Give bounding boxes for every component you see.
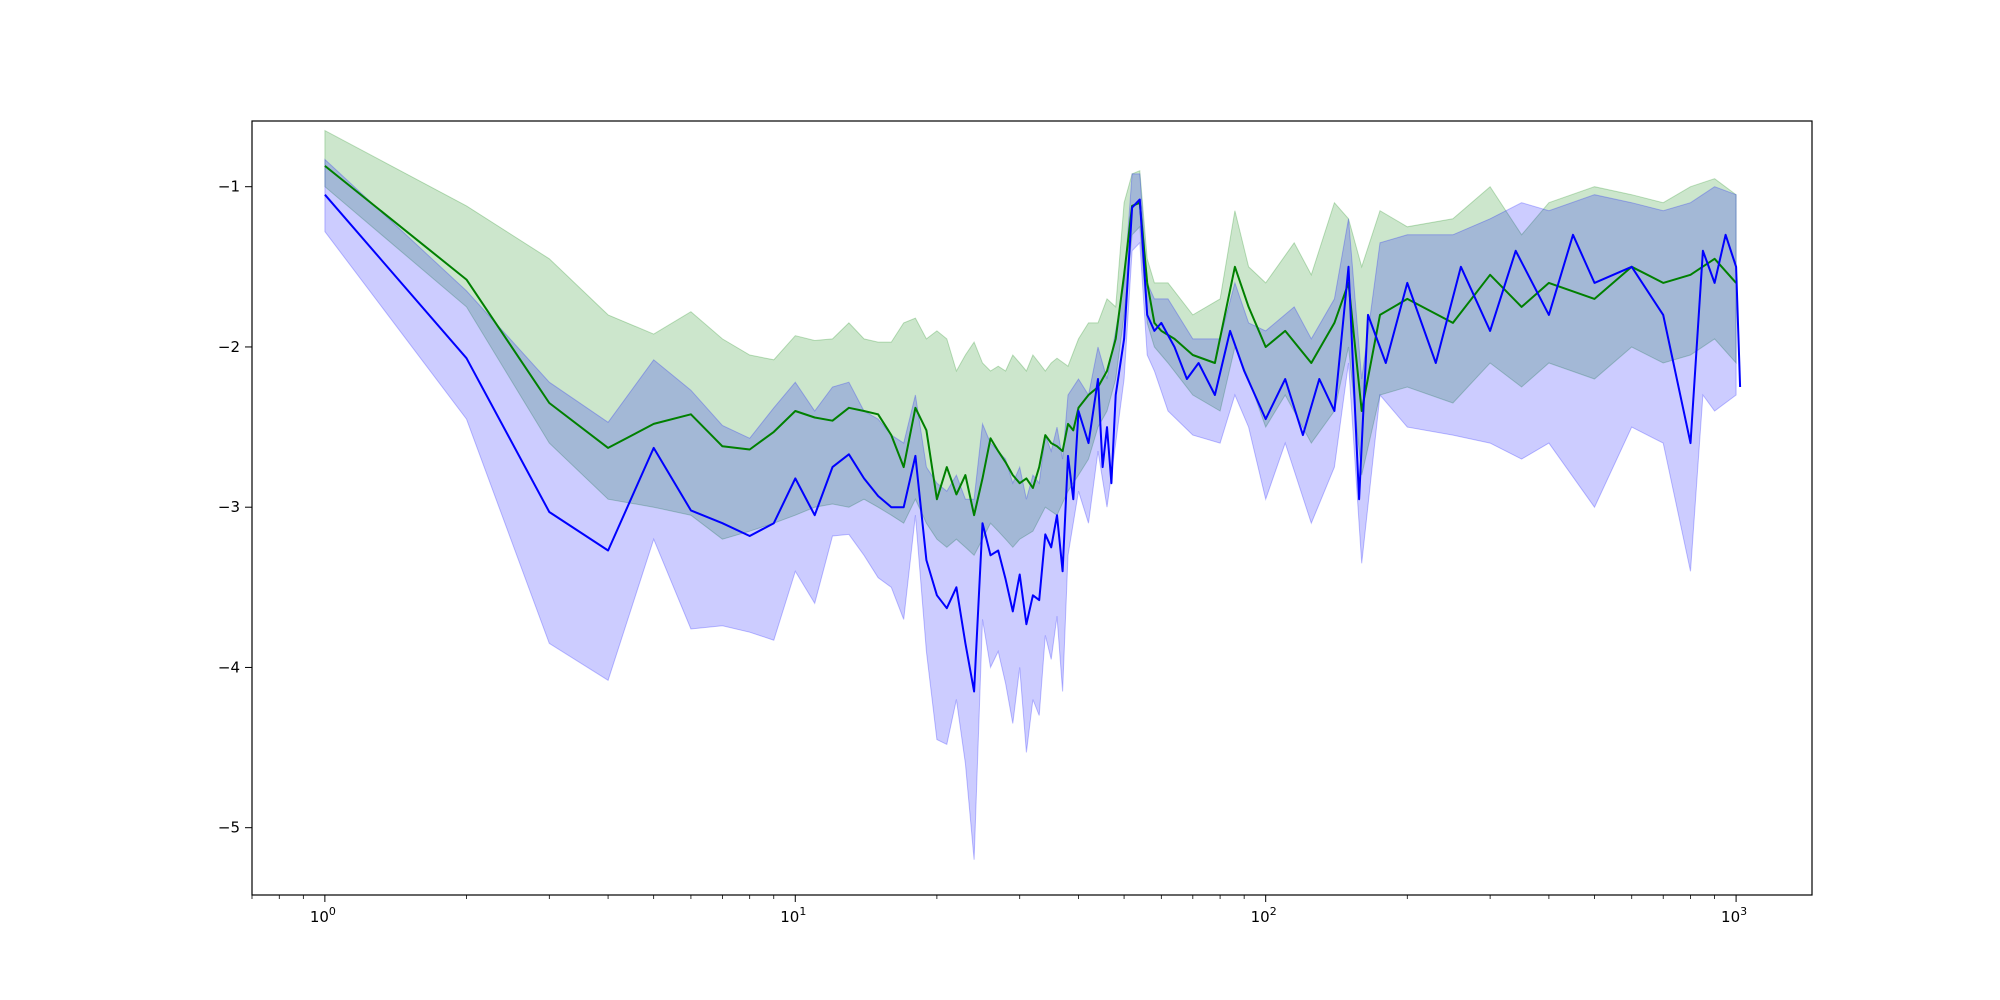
confidence-bands	[324, 129, 1737, 860]
x-axis: 100 101 102 103	[251, 895, 1747, 926]
x-tick-label: 102	[1251, 905, 1277, 926]
series-lines	[324, 165, 1742, 693]
x-tick-label: 101	[780, 905, 806, 926]
blue-series-band	[324, 158, 1737, 860]
green-series-band	[324, 129, 1737, 557]
y-tick-label: −4	[218, 658, 240, 676]
green-series-line	[324, 165, 1737, 517]
y-tick-label: −5	[218, 819, 240, 837]
y-tick-label: −3	[218, 498, 240, 516]
plot-area-frame	[251, 120, 1813, 896]
y-tick-label: −2	[218, 338, 240, 356]
x-tick-label: 103	[1721, 905, 1747, 926]
y-axis: −1 −2 −3 −4 −5	[218, 178, 252, 837]
blue-series-line	[324, 194, 1742, 693]
y-tick-label: −1	[218, 178, 240, 196]
x-tick-label: 100	[310, 905, 336, 926]
